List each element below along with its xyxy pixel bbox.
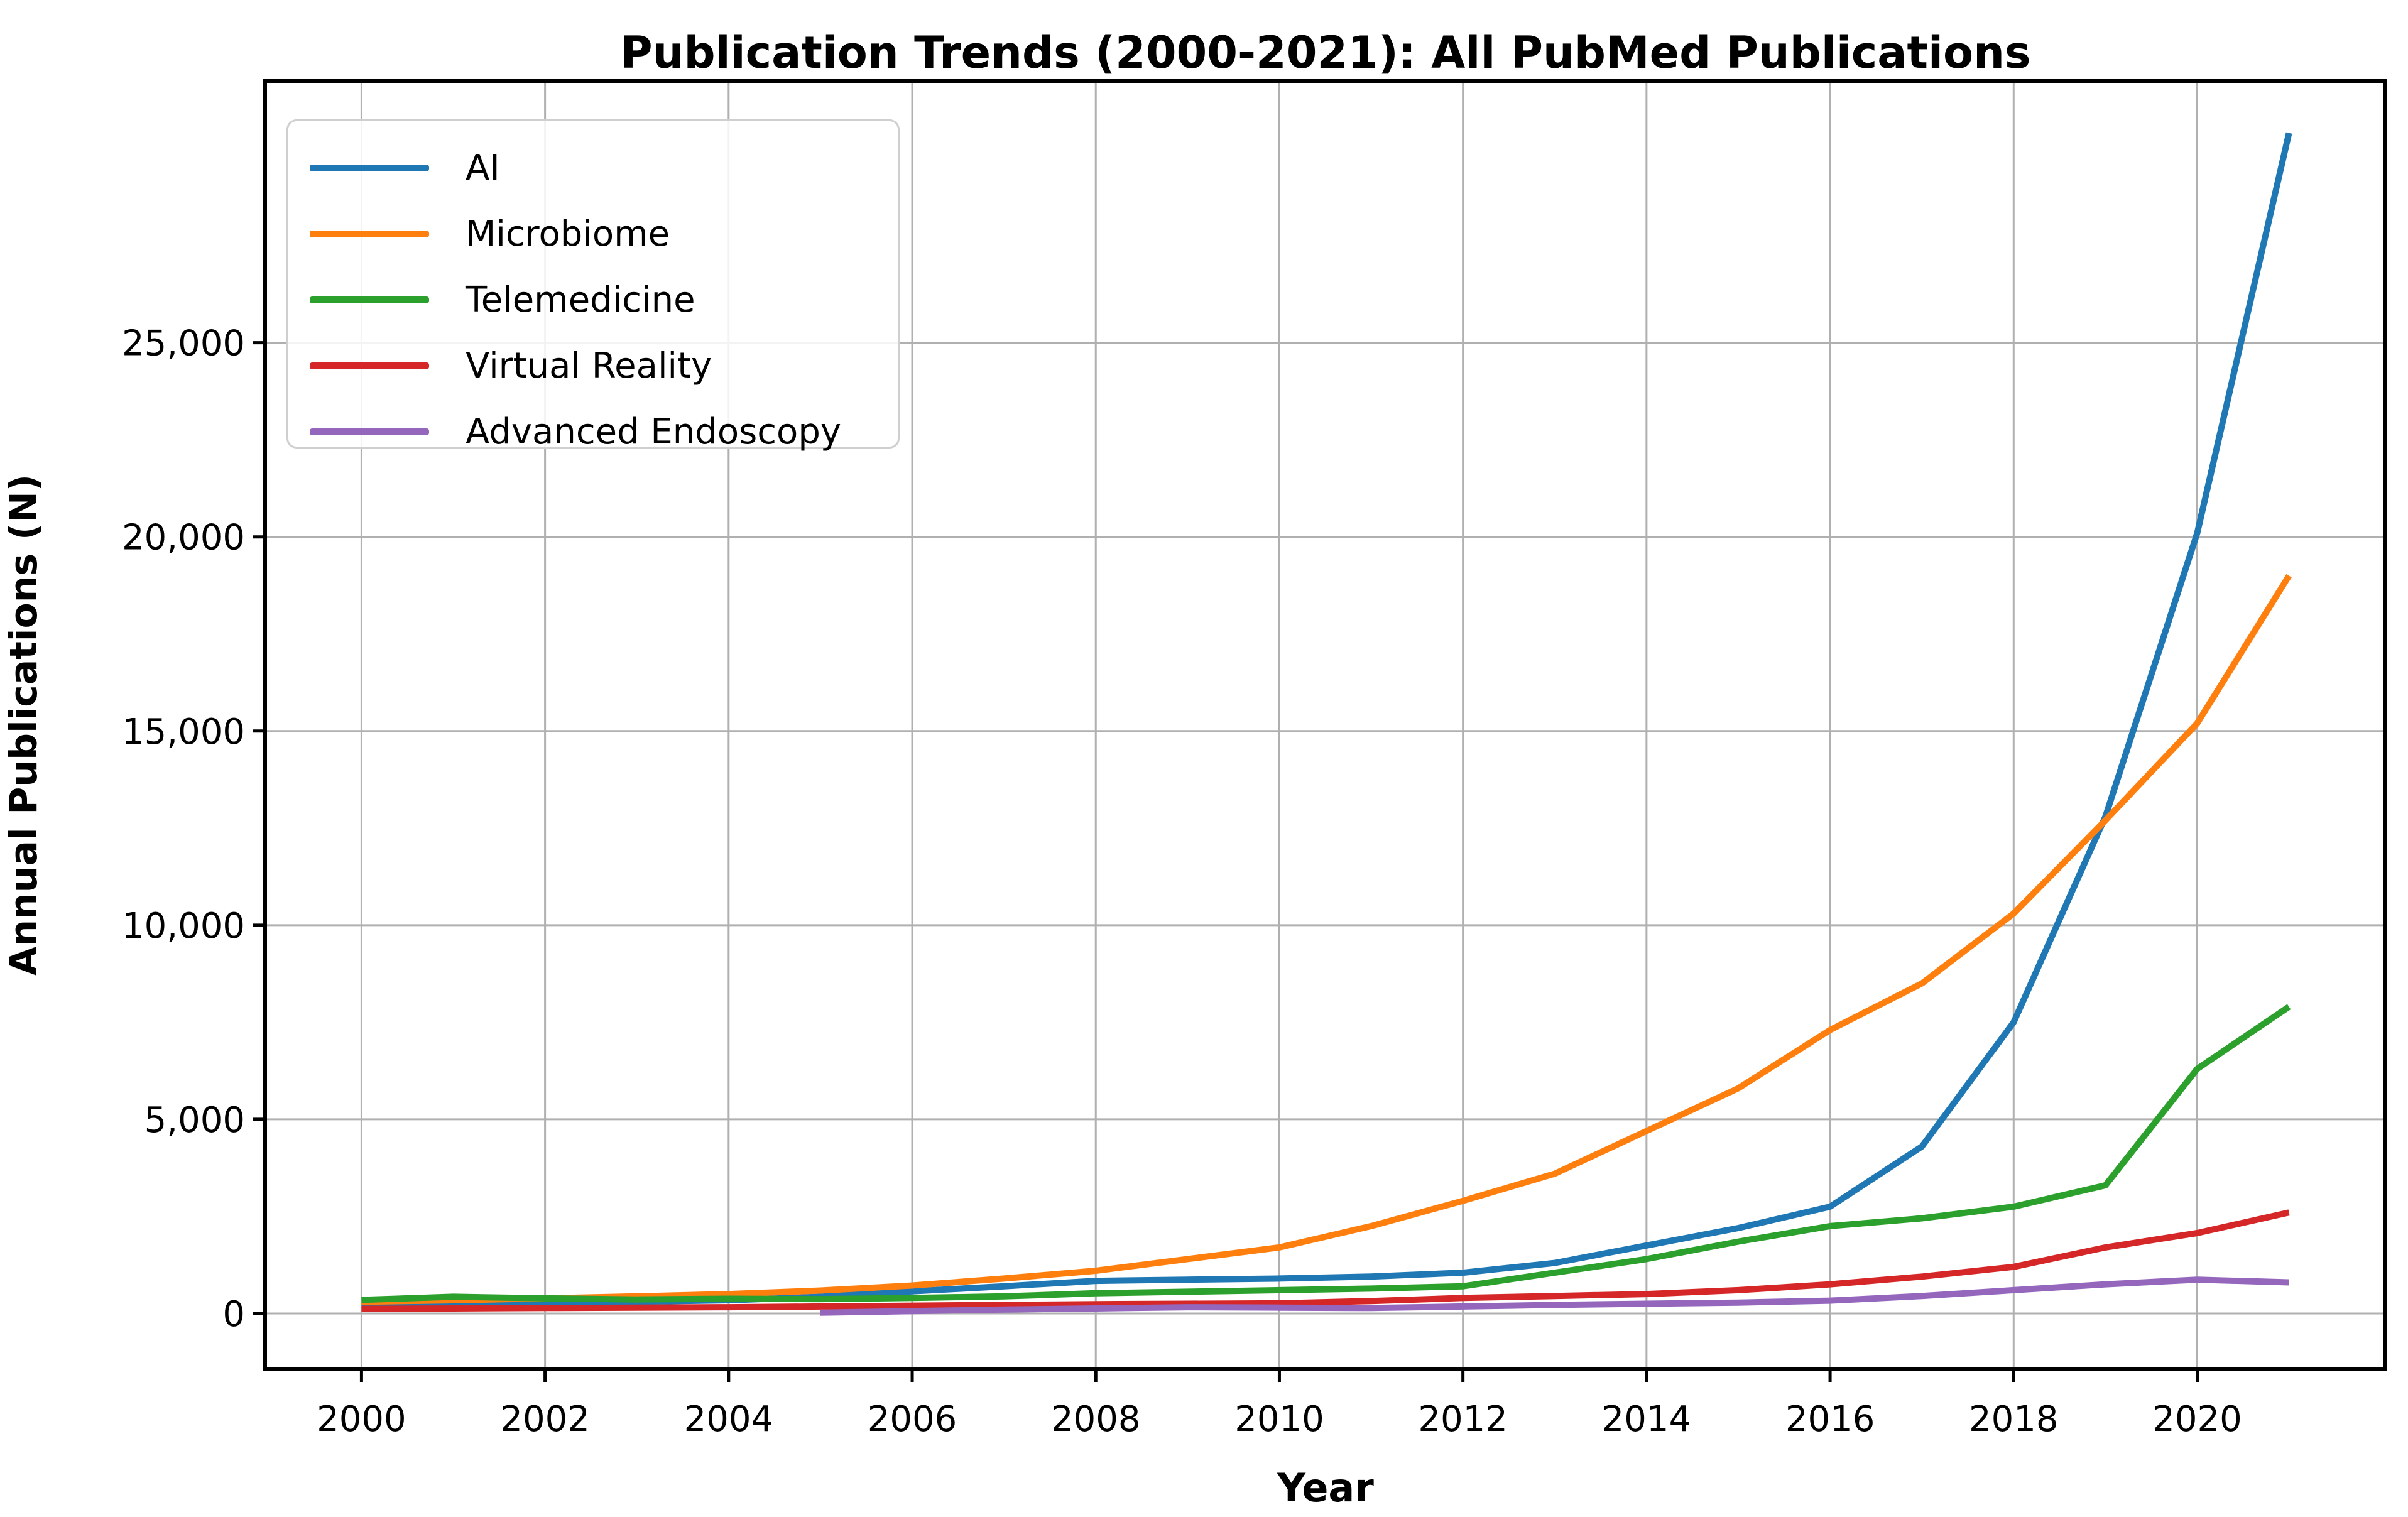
legend-swatch-virtual-reality	[310, 362, 429, 369]
legend-label-advanced-endoscopy: Advanced Endoscopy	[466, 411, 842, 452]
x-tick-label: 2008	[1051, 1399, 1141, 1440]
legend-swatch-ai	[310, 165, 429, 171]
legend-label-virtual-reality: Virtual Reality	[466, 345, 712, 386]
y-tick-label: 5,000	[144, 1100, 245, 1141]
x-tick-label: 2014	[1602, 1399, 1692, 1440]
x-tick-label: 2006	[868, 1399, 957, 1440]
legend-item-virtual-reality: Virtual Reality	[288, 333, 898, 399]
y-axis-title: Annual Publications (N)	[2, 474, 46, 976]
y-tick-label: 10,000	[122, 906, 245, 947]
series-line-advanced-endoscopy	[820, 1276, 2289, 1316]
series-line-virtual-reality	[361, 1209, 2290, 1312]
series-line-telemedicine	[361, 1004, 2291, 1303]
x-tick-label: 2004	[684, 1399, 774, 1440]
legend-swatch-telemedicine	[310, 296, 429, 303]
legend-label-microbiome: Microbiome	[466, 214, 670, 254]
legend-item-telemedicine: Telemedicine	[288, 267, 898, 333]
axes-border	[263, 79, 2387, 1371]
legend-item-microbiome: Microbiome	[288, 201, 898, 267]
chart-title: Publication Trends (2000-2021): All PubM…	[620, 27, 2030, 79]
legend-swatch-advanced-endoscopy	[310, 428, 429, 435]
x-tick-label: 2012	[1418, 1399, 1508, 1440]
y-tick-label: 20,000	[122, 518, 245, 558]
y-tick-label: 15,000	[122, 712, 245, 753]
x-tick-label: 2010	[1234, 1399, 1324, 1440]
x-axis-title: Year	[1277, 1465, 1374, 1511]
axis-ticks: 2000 2002 2004 2006 2008 2010 2012 2014 2016 2018…	[122, 324, 2242, 1440]
legend-swatch-microbiome	[310, 231, 429, 237]
legend-label-telemedicine: Telemedicine	[466, 280, 695, 320]
grid-lines	[265, 81, 2385, 1369]
y-tick-label: 25,000	[122, 324, 245, 364]
y-tick-label: 0	[222, 1294, 245, 1335]
x-tick-label: 2000	[317, 1399, 406, 1440]
series-lines	[361, 132, 2292, 1316]
x-tick-label: 2016	[1785, 1399, 1875, 1440]
legend-item-ai: AI	[288, 135, 898, 201]
legend: AI Microbiome Telemedicine Virtual Reality A…	[286, 119, 900, 452]
x-tick-label: 2018	[1969, 1399, 2059, 1440]
x-tick-label: 2002	[500, 1399, 590, 1440]
legend-label-ai: AI	[466, 148, 500, 188]
series-line-microbiome	[361, 574, 2292, 1305]
x-tick-label: 2020	[2152, 1399, 2242, 1440]
legend-item-advanced-endoscopy: Advanced Endoscopy	[288, 399, 898, 465]
